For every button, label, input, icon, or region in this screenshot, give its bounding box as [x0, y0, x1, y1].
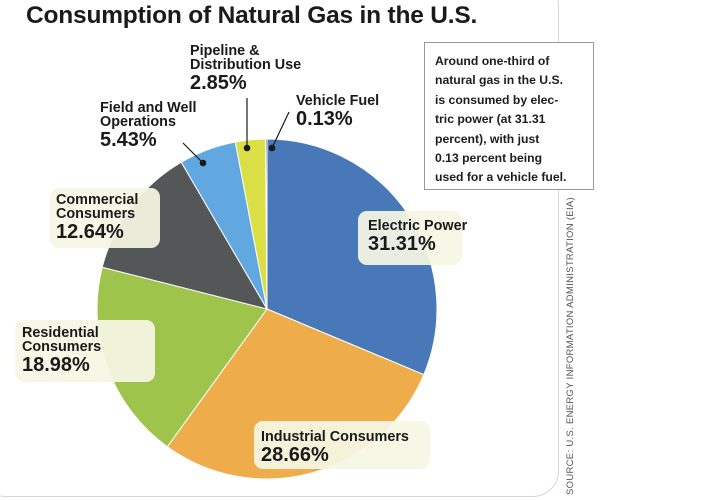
slice-value-pipeline-and-distribution-use: 2.85% — [190, 72, 247, 94]
annotation-line: Around one-third of — [435, 54, 550, 68]
annotation-line: tric power (at 31.31 — [435, 112, 546, 127]
slice-name-commercial-consumers: Consumers — [56, 206, 135, 222]
slice-name-vehicle-fuel: Vehicle Fuel — [296, 93, 379, 109]
annotation-line: percent), with just — [435, 131, 540, 146]
slice-name-industrial-consumers: Industrial Consumers — [261, 429, 409, 445]
leader-dot-vehicle-fuel — [268, 144, 276, 152]
annotation-line: used for a vehicle fuel. — [435, 170, 567, 185]
slice-value-industrial-consumers: 28.66% — [261, 444, 329, 466]
annotation-line: natural gas in the U.S. — [435, 73, 563, 88]
label-highlight-residential-consumers — [15, 320, 155, 382]
slice-name-residential-consumers: Residential — [22, 325, 99, 341]
leader-dot-field-and-well-operations — [199, 159, 207, 167]
label-highlight-industrial-consumers — [254, 421, 430, 469]
leader-line-vehicle-fuel — [271, 111, 290, 149]
label-highlight-commercial-consumers — [50, 188, 160, 248]
leader-line-field-and-well-operations — [182, 142, 204, 164]
source-credit: SOURCE: U.S. ENERGY INFORMATION ADMINIST… — [565, 197, 576, 495]
label-highlight-electric-power — [358, 211, 462, 265]
pie-slice-vehicle-fuel — [265, 138, 268, 310]
leader-dot-pipeline-and-distribution-use — [243, 144, 251, 152]
slice-name-pipeline-and-distribution-use: Distribution Use — [190, 57, 301, 73]
leader-lines — [182, 98, 290, 167]
slice-value-commercial-consumers: 12.64% — [56, 221, 124, 243]
pie-slices — [96, 138, 438, 480]
slice-name-field-and-well-operations: Operations — [100, 114, 176, 130]
slice-value-electric-power: 31.31% — [368, 233, 436, 255]
annotation-line: is consumed by elec- — [435, 92, 559, 107]
slice-name-commercial-consumers: Commercial — [56, 192, 138, 208]
slice-value-vehicle-fuel: 0.13% — [296, 108, 353, 130]
annotation-box: Around one-third of natural gas in the U… — [424, 42, 594, 190]
slice-name-field-and-well-operations: Field and Well — [100, 100, 196, 116]
slice-value-field-and-well-operations: 5.43% — [100, 129, 157, 151]
slice-name-electric-power: Electric Power — [368, 218, 468, 234]
annotation-line: 0.13 percent being — [435, 151, 543, 166]
slice-value-residential-consumers: 18.98% — [22, 354, 90, 376]
slice-name-residential-consumers: Consumers — [22, 339, 101, 355]
slice-name-pipeline-and-distribution-use: Pipeline & — [190, 43, 260, 59]
chart-title: Consumption of Natural Gas in the U.S. — [26, 2, 478, 29]
